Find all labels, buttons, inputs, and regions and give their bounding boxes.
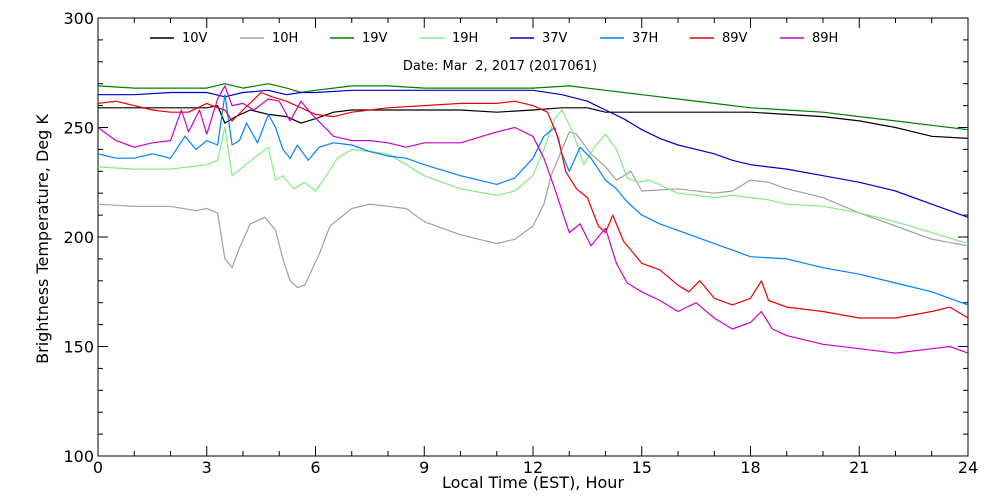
series-line-10v: [98, 104, 969, 139]
series-line-10h: [97, 131, 969, 288]
x-tick-label: 21: [849, 458, 869, 477]
legend-label-37h: 37H: [632, 31, 658, 46]
legend-label-10v: 10V: [182, 31, 208, 46]
legend-label-19h: 19H: [452, 31, 478, 46]
x-tick-label: 0: [93, 458, 103, 477]
x-axis-title: Local Time (EST), Hour: [442, 473, 624, 492]
legend: 10V 10H 19V 19H 37V 37H 89V 89H: [150, 31, 838, 46]
y-tick-label: 150: [63, 338, 94, 357]
x-tick-label: 24: [958, 458, 978, 477]
y-axis-title: Brightness Temperature, Deg K: [33, 114, 52, 364]
x-tick-label: 15: [632, 458, 652, 477]
y-tick-label: 100: [63, 447, 94, 466]
legend-label-89h: 89H: [812, 31, 838, 46]
series-line-37v: [98, 89, 969, 218]
series-line-89h: [97, 85, 969, 354]
series-line-19h: [97, 109, 969, 245]
x-tick-label: 18: [740, 458, 760, 477]
series-lines: [97, 83, 969, 354]
series-line-89v: [97, 91, 969, 319]
y-tick-label: 250: [63, 119, 94, 138]
y-tick-label: 300: [63, 9, 94, 28]
series-line-37h: [97, 94, 969, 306]
legend-label-89v: 89V: [722, 31, 748, 46]
x-tick-label: 6: [310, 458, 320, 477]
x-tick-label: 9: [419, 458, 429, 477]
legend-label-19v: 19V: [362, 31, 388, 46]
series-line-19v: [97, 83, 969, 131]
date-annotation: Date: Mar 2, 2017 (2017061): [403, 59, 597, 74]
x-tick-label: 3: [202, 458, 212, 477]
plot-frame: [97, 17, 969, 457]
legend-label-37v: 37V: [542, 31, 568, 46]
y-tick-label: 200: [63, 228, 94, 247]
legend-label-10h: 10H: [272, 31, 298, 46]
axes: 0 3 6 9 12 15 18 21 24 100 150 200 250 300: [63, 9, 978, 477]
x-tick-label: 12: [523, 458, 543, 477]
